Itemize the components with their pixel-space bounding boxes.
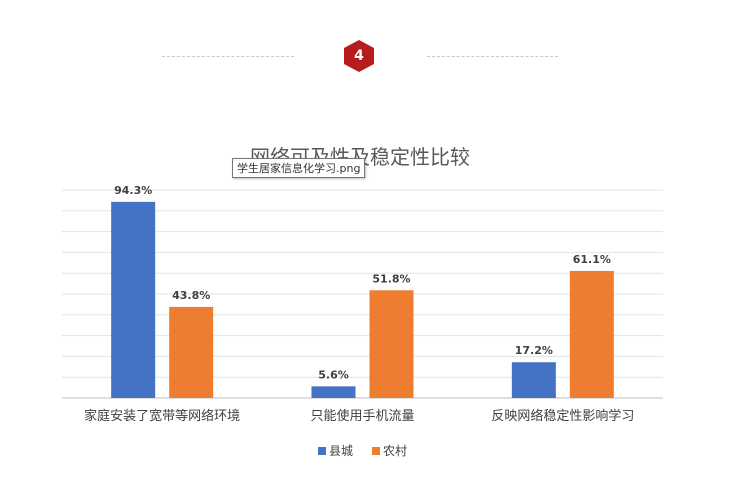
data-label: 5.6%	[318, 368, 349, 381]
bar	[369, 290, 414, 398]
legend-label: 农村	[383, 444, 407, 458]
data-label: 61.1%	[573, 253, 611, 266]
legend-swatch	[318, 447, 326, 455]
bar	[511, 362, 556, 398]
section-number: 4	[354, 48, 364, 64]
category-label: 反映网络稳定性影响学习	[491, 408, 634, 424]
legend-label: 县城	[329, 444, 353, 458]
bar	[311, 386, 356, 398]
data-label: 43.8%	[172, 289, 210, 302]
data-label: 51.8%	[372, 272, 410, 285]
bar	[569, 270, 614, 398]
category-label: 家庭安装了宽带等网络环境	[84, 408, 240, 424]
filename-tooltip: 学生居家信息化学习.png	[232, 158, 366, 178]
divider-left	[162, 56, 294, 57]
bar	[111, 201, 156, 398]
data-label: 94.3%	[114, 184, 152, 197]
bar	[169, 306, 214, 398]
legend-swatch	[372, 447, 380, 455]
category-label: 只能使用手机流量	[310, 408, 414, 424]
data-label: 17.2%	[515, 344, 553, 357]
divider-right	[427, 56, 558, 57]
